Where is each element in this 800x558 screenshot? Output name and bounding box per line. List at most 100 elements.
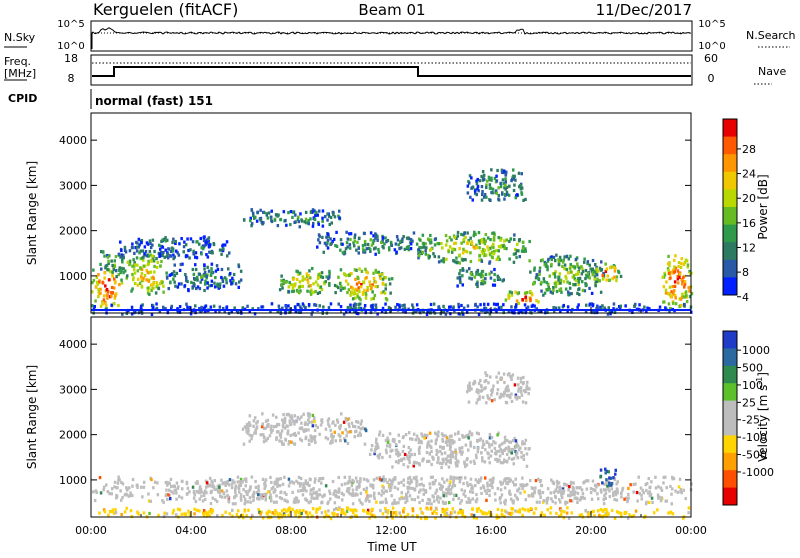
echo-cell bbox=[123, 510, 127, 514]
echo-cell bbox=[569, 480, 573, 484]
echo-cell bbox=[672, 476, 676, 481]
echo-cell bbox=[496, 380, 499, 384]
echo-cell bbox=[267, 211, 271, 215]
echo-cell bbox=[289, 415, 292, 419]
echo-cell bbox=[458, 272, 461, 276]
echo-cell bbox=[312, 290, 315, 294]
echo-cell bbox=[166, 276, 169, 280]
echo-cell bbox=[431, 475, 434, 479]
echo-cell bbox=[341, 242, 344, 246]
echo-cell bbox=[509, 395, 512, 400]
echo-cell bbox=[424, 252, 428, 256]
echo-cell bbox=[295, 498, 298, 502]
echo-cell bbox=[270, 219, 274, 224]
echo-cell bbox=[576, 291, 579, 295]
echo-cell bbox=[472, 513, 476, 518]
echo-cell bbox=[398, 497, 401, 501]
echo-cell bbox=[348, 475, 351, 479]
echo-cell bbox=[411, 509, 415, 513]
echo-cell bbox=[106, 296, 109, 300]
echo-cell bbox=[482, 173, 486, 177]
echo-cell bbox=[359, 501, 363, 505]
echo-cell bbox=[610, 481, 614, 486]
echo-cell bbox=[384, 497, 388, 501]
echo-cell bbox=[523, 303, 527, 307]
echo-cell bbox=[173, 488, 176, 492]
echo-cell bbox=[599, 468, 603, 472]
echo-cell bbox=[372, 494, 376, 498]
echo-cell bbox=[639, 486, 643, 490]
echo-cell bbox=[327, 500, 330, 504]
echo-cell bbox=[270, 499, 273, 503]
echo-cell bbox=[387, 246, 391, 250]
echo-cell bbox=[483, 281, 487, 285]
echo-cell bbox=[561, 264, 564, 268]
echo-cell bbox=[374, 280, 378, 284]
echo-cell bbox=[229, 279, 232, 283]
echo-cell bbox=[597, 497, 600, 501]
echo-cell bbox=[252, 419, 256, 423]
echo-cell bbox=[683, 285, 686, 289]
echo-cell bbox=[648, 490, 651, 494]
echo-cell bbox=[442, 491, 445, 495]
echo-cell bbox=[440, 452, 444, 456]
echo-cell bbox=[206, 265, 209, 269]
echo-cell bbox=[301, 486, 305, 490]
echo-cell bbox=[554, 495, 557, 500]
echo-cell bbox=[537, 477, 540, 481]
echo-cell bbox=[460, 499, 463, 503]
echo-cell bbox=[317, 221, 320, 225]
echo-cell bbox=[527, 392, 530, 396]
echo-cell bbox=[291, 215, 294, 219]
echo-cell bbox=[497, 186, 500, 190]
echo-cell bbox=[433, 243, 437, 247]
echo-cell bbox=[496, 433, 499, 437]
echo-cell bbox=[671, 487, 674, 491]
echo-cell bbox=[519, 309, 522, 313]
echo-cell bbox=[471, 198, 474, 202]
echo-cell bbox=[426, 237, 430, 241]
echo-cell bbox=[338, 434, 342, 438]
echo-cell bbox=[332, 213, 335, 217]
echo-cell bbox=[384, 236, 387, 240]
echo-cell bbox=[477, 391, 480, 395]
echo-cell bbox=[510, 451, 514, 455]
echo-cell bbox=[550, 497, 553, 501]
echo-cell bbox=[443, 508, 446, 512]
echo-cell bbox=[461, 509, 465, 513]
echo-cell bbox=[194, 267, 198, 272]
echo-cell bbox=[168, 488, 171, 492]
echo-cell bbox=[385, 240, 388, 244]
echo-cell bbox=[321, 224, 325, 228]
echo-cell bbox=[563, 267, 566, 271]
echo-cell bbox=[428, 248, 432, 252]
echo-cell bbox=[522, 484, 525, 488]
echo-cell bbox=[259, 495, 263, 499]
echo-cell bbox=[301, 302, 305, 306]
echo-cell bbox=[593, 483, 597, 487]
echo-cell bbox=[453, 484, 457, 488]
echo-cell bbox=[311, 210, 314, 214]
echo-cell bbox=[103, 276, 106, 280]
echo-cell bbox=[555, 289, 559, 294]
echo-cell bbox=[498, 454, 502, 458]
echo-cell bbox=[552, 255, 556, 259]
echo-cell bbox=[270, 487, 274, 491]
echo-cell bbox=[297, 489, 300, 493]
echo-cell bbox=[454, 241, 457, 245]
colorbar-swatch bbox=[723, 154, 737, 173]
echo-cell bbox=[573, 265, 577, 269]
echo-cell bbox=[287, 412, 290, 416]
echo-cell bbox=[105, 304, 108, 308]
echo-cell bbox=[372, 514, 375, 518]
echo-cell bbox=[180, 496, 184, 500]
echo-cell bbox=[382, 290, 385, 294]
echo-cell bbox=[422, 488, 425, 492]
echo-cell bbox=[120, 266, 123, 270]
echo-cell bbox=[281, 442, 284, 446]
echo-cell bbox=[521, 240, 525, 244]
colorbar-tick-label: 100 bbox=[742, 379, 763, 392]
echo-cell bbox=[512, 168, 515, 172]
echo-cell bbox=[365, 247, 369, 251]
